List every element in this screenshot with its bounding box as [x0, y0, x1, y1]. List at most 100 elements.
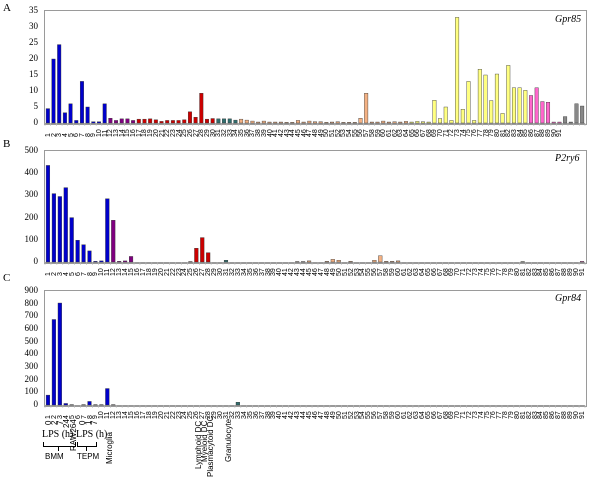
- gene-label-gpr85: Gpr85: [555, 14, 582, 25]
- y-tick-label: 100: [24, 386, 39, 397]
- y-tick-label: 300: [24, 189, 39, 200]
- bar: [318, 121, 323, 124]
- bar: [398, 121, 403, 124]
- bar: [378, 255, 383, 263]
- bar: [79, 81, 84, 124]
- bar: [500, 113, 505, 124]
- bar: [330, 259, 335, 263]
- y-tick-label: 100: [24, 233, 39, 244]
- bar: [574, 103, 579, 124]
- bmm-bracket: [43, 442, 76, 447]
- bar: [105, 198, 110, 263]
- bar: [301, 121, 306, 124]
- bar: [117, 261, 122, 263]
- bar: [460, 109, 465, 124]
- bar: [426, 121, 431, 124]
- bar: [187, 111, 192, 124]
- y-tick-label: 600: [24, 323, 39, 333]
- bar: [216, 118, 221, 124]
- bar: [336, 260, 341, 263]
- y-tick-label: 400: [24, 167, 39, 178]
- bar: [330, 121, 335, 124]
- bar: [579, 261, 585, 263]
- bar: [74, 120, 79, 124]
- bar: [438, 118, 443, 124]
- bar: [123, 260, 128, 263]
- granulocyte-label: Granulocyte: [224, 418, 233, 462]
- y-tick-label: 25: [29, 37, 38, 47]
- bar: [267, 121, 272, 124]
- bar: [97, 121, 101, 124]
- bar: [580, 105, 585, 124]
- bar: [369, 121, 374, 124]
- bar: [290, 122, 295, 124]
- bar: [358, 117, 363, 124]
- tepm-label: TEPM: [77, 452, 100, 461]
- bar: [483, 74, 488, 124]
- bar: [193, 117, 198, 124]
- panel-label-c: C: [3, 272, 11, 284]
- bar: [105, 388, 110, 406]
- bar: [199, 93, 204, 124]
- bar: [129, 256, 134, 263]
- bar: [114, 120, 119, 124]
- bar: [148, 118, 153, 124]
- bar: [176, 120, 181, 124]
- bar: [364, 93, 369, 124]
- bar: [81, 244, 86, 263]
- bar: [341, 122, 346, 124]
- bar: [159, 121, 164, 124]
- y-tick-label: 15: [29, 69, 38, 79]
- bar: [45, 165, 51, 263]
- tepm-lps-label: LPS (h): [76, 429, 108, 440]
- bar: [165, 120, 170, 124]
- bar: [51, 193, 56, 263]
- bar: [75, 240, 80, 263]
- bar: [278, 121, 283, 124]
- bar: [392, 121, 397, 124]
- panel-label-a: A: [3, 2, 11, 14]
- bar: [182, 119, 187, 124]
- bar: [136, 118, 141, 124]
- tepm-t7: 7: [90, 420, 99, 425]
- bar: [568, 121, 573, 124]
- bar: [273, 121, 278, 124]
- bar: [466, 81, 471, 124]
- plot-area-gpr84: [44, 290, 587, 407]
- bar: [153, 119, 158, 124]
- bar: [239, 118, 244, 124]
- y-tick-label: 0: [33, 256, 39, 266]
- bar: [335, 121, 340, 124]
- panel-label-b: B: [3, 138, 11, 150]
- bar: [250, 120, 255, 124]
- bar: [261, 120, 266, 124]
- bar: [68, 103, 73, 124]
- y-tick-label: 800: [24, 297, 39, 308]
- plasmacytoid-dc-label: Plasmacytoid DC: [206, 415, 215, 477]
- bar: [111, 220, 116, 263]
- y-tick-label: 500: [24, 145, 39, 155]
- bar: [557, 121, 562, 124]
- bar: [206, 252, 211, 263]
- bar: [489, 100, 494, 124]
- bar: [375, 121, 380, 124]
- bar: [51, 58, 56, 124]
- bar: [390, 261, 395, 263]
- bar: [347, 122, 352, 124]
- bar: [223, 260, 229, 263]
- bar: [307, 120, 312, 124]
- tepm-bracket: [77, 442, 97, 447]
- bar: [45, 108, 50, 124]
- tepm-bracket-stem: [86, 446, 87, 451]
- bar: [244, 119, 249, 124]
- bar: [69, 217, 74, 263]
- bmm-bracket-stem: [58, 446, 59, 451]
- bar: [421, 121, 425, 124]
- y-tick-label: 200: [24, 211, 39, 222]
- bar: [563, 116, 568, 124]
- y-tick-label: 500: [24, 335, 39, 346]
- bar: [235, 402, 240, 406]
- bar: [256, 121, 261, 124]
- bar: [449, 120, 454, 124]
- bar: [57, 196, 62, 263]
